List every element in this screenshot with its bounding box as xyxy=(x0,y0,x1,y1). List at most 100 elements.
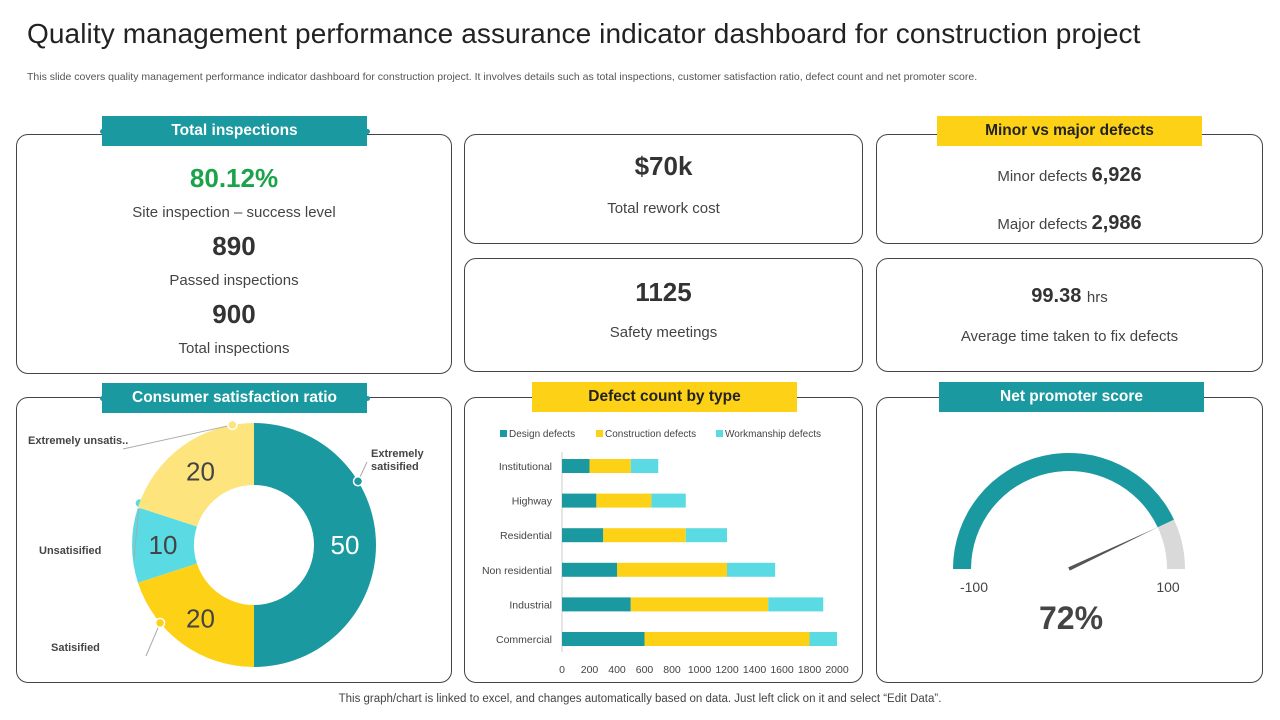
donut-value-label: 50 xyxy=(331,530,360,560)
x-tick-label: 200 xyxy=(581,664,599,676)
total-inspections-tab: Total inspections xyxy=(102,116,367,146)
x-tick-label: 1000 xyxy=(688,664,712,676)
rework-cost-label: Total rework cost xyxy=(607,200,720,217)
tab-dot-left xyxy=(100,396,105,401)
donut-leader-dot xyxy=(352,475,364,487)
fix-time-label: Average time taken to fix defects xyxy=(960,328,1179,345)
bar-segment xyxy=(603,528,686,543)
bar-segment xyxy=(809,632,837,646)
tab-dot-left xyxy=(100,129,105,134)
minor-defects-label: Minor defects xyxy=(997,168,1088,185)
donut-slice xyxy=(137,563,254,667)
rework-cost-card: $70k Total rework cost xyxy=(464,134,863,244)
tab-dot-right xyxy=(365,129,370,134)
y-tick-label: Commercial xyxy=(496,634,552,646)
donut-category-label: Unsatisified xyxy=(39,545,101,557)
bar-segment xyxy=(562,493,597,508)
success-level-value: 80.12% xyxy=(189,163,279,193)
x-tick-label: 800 xyxy=(663,664,681,676)
legend-swatch xyxy=(716,430,723,437)
bar-segment xyxy=(589,459,631,473)
bar-segment xyxy=(685,528,727,543)
nps-card xyxy=(876,397,1263,683)
fix-time-value: 99.38 xyxy=(1031,285,1082,307)
minor-defects-row: Minor defects 6,926 xyxy=(877,164,1262,187)
donut-category-label: Satisified xyxy=(51,642,100,654)
donut-category-label: satisified xyxy=(371,461,419,473)
bar-segment xyxy=(727,562,776,577)
safety-meetings-label: Safety meetings xyxy=(609,324,718,341)
bar-segment xyxy=(630,459,659,473)
satisfaction-tab: Consumer satisfaction ratio xyxy=(102,383,367,413)
gauge-needle xyxy=(1068,526,1160,571)
footer-note: This graph/chart is linked to excel, and… xyxy=(338,693,942,705)
success-level-label: Site inspection – success level xyxy=(132,204,336,221)
page-subtitle: This slide covers quality management per… xyxy=(27,71,978,83)
defect-type-tab: Defect count by type xyxy=(532,382,797,412)
gauge-value-label: 72% xyxy=(1039,600,1103,636)
bar-segment xyxy=(617,562,727,577)
bar-segment xyxy=(562,632,645,646)
y-tick-label: Highway xyxy=(512,496,553,508)
fix-time-unit: hrs xyxy=(1086,289,1108,306)
x-tick-label: 2000 xyxy=(825,664,849,676)
donut-value-label: 20 xyxy=(186,456,215,486)
donut-category-label: Extremely xyxy=(371,448,424,460)
x-tick-label: 600 xyxy=(636,664,654,676)
bar-segment xyxy=(768,597,824,612)
legend-swatch xyxy=(596,430,603,437)
major-defects-row: Major defects 2,986 xyxy=(877,212,1262,235)
total-inspections-value: 900 xyxy=(212,299,256,329)
y-tick-label: Residential xyxy=(500,530,552,542)
bar-segment xyxy=(630,597,769,612)
passed-inspections-label: Passed inspections xyxy=(169,272,299,289)
fix-time-row: 99.38 hrs xyxy=(877,285,1262,308)
donut-slice xyxy=(254,423,376,667)
bar-segment xyxy=(651,493,686,508)
bar-segment xyxy=(596,493,652,508)
minor-defects-value: 6,926 xyxy=(1091,164,1142,186)
gauge-fill xyxy=(953,453,1174,569)
donut-leader-line xyxy=(133,503,140,560)
y-tick-label: Institutional xyxy=(499,461,552,473)
nps-tab: Net promoter score xyxy=(939,382,1204,412)
tab-dot-right xyxy=(365,396,370,401)
rework-cost-value: $70k xyxy=(634,151,693,181)
defect-type-bar-chart: Design defects Construction defects Workma… xyxy=(482,429,849,676)
bar-segment xyxy=(562,597,631,612)
major-defects-label: Major defects xyxy=(997,216,1088,233)
y-tick-label: Non residential xyxy=(482,565,552,577)
x-tick-label: 0 xyxy=(559,664,565,676)
legend-label: Design defects xyxy=(509,429,575,440)
gauge-min-label: -100 xyxy=(960,579,988,595)
bar-segment xyxy=(562,528,604,543)
donut-value-label: 10 xyxy=(149,530,178,560)
legend-label: Construction defects xyxy=(605,429,696,440)
safety-meetings-card: 1125 Safety meetings xyxy=(464,258,863,372)
y-tick-label: Industrial xyxy=(509,599,552,611)
x-tick-label: 1600 xyxy=(770,664,794,676)
x-tick-label: 1200 xyxy=(715,664,739,676)
donut-slice xyxy=(132,507,197,583)
donut-leader-line xyxy=(145,622,161,657)
donut-category-label: Extremely unsatis.. xyxy=(28,435,128,447)
donut-leader-line xyxy=(122,424,233,450)
x-tick-label: 1800 xyxy=(798,664,822,676)
passed-inspections-value: 890 xyxy=(212,231,256,261)
gauge-max-label: 100 xyxy=(1156,579,1180,595)
minor-major-defects-tab: Minor vs major defects xyxy=(937,116,1202,146)
safety-meetings-value: 1125 xyxy=(635,277,692,307)
bar-segment xyxy=(644,632,810,646)
donut-leader-dot xyxy=(227,419,238,431)
donut-slice xyxy=(137,423,254,527)
nps-gauge-chart: -100 100 72% xyxy=(953,453,1185,636)
donut-leader-dot xyxy=(154,617,166,629)
page-title: Quality management performance assurance… xyxy=(27,18,1141,49)
x-tick-label: 400 xyxy=(608,664,626,676)
minor-major-defects-card: Minor defects 6,926 Major defects 2,986 xyxy=(876,134,1263,244)
donut-value-label: 20 xyxy=(186,604,215,634)
total-inspections-card: 80.12% Site inspection – success level 8… xyxy=(16,134,452,374)
major-defects-value: 2,986 xyxy=(1091,212,1142,234)
bar-segment xyxy=(562,562,617,577)
